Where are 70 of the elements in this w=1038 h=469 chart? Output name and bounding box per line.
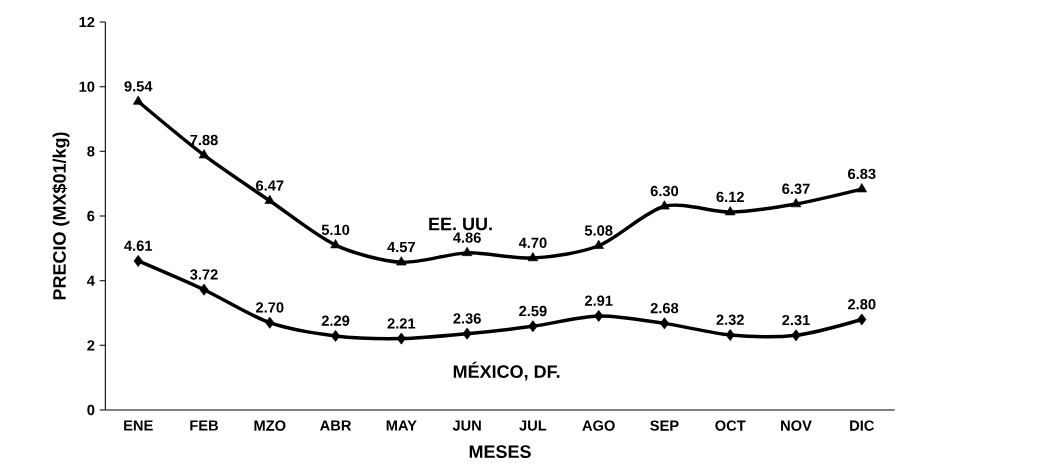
data-label: 2.32	[716, 314, 744, 325]
y-tick-label: 2	[87, 340, 95, 351]
point	[857, 313, 867, 326]
point	[790, 198, 802, 208]
x-axis-title: MESES	[469, 445, 531, 459]
x-tick-label: FEB	[190, 420, 218, 431]
data-label: 3.72	[190, 269, 218, 280]
point	[528, 320, 538, 333]
data-label: 6.30	[650, 185, 679, 197]
point	[791, 329, 801, 342]
series-label: MÉXICO, DF.	[453, 361, 560, 381]
data-label: 9.54	[124, 81, 153, 92]
point	[331, 330, 341, 342]
data-label: 5.10	[321, 224, 350, 236]
x-tick-label: DIC	[850, 420, 874, 431]
x-tick-label: ABR	[320, 420, 352, 431]
data-label: 2.36	[453, 313, 481, 324]
point	[594, 309, 604, 322]
point	[396, 256, 407, 266]
point	[659, 200, 670, 210]
data-label: 4.57	[387, 241, 415, 253]
point	[264, 194, 275, 204]
data-label: 2.21	[387, 318, 416, 329]
point	[133, 95, 144, 105]
y-tick-label: 0	[87, 404, 95, 416]
y-tick-label: 12	[79, 16, 95, 28]
x-tick-label: ENE	[124, 420, 153, 431]
x-tick-label: AGO	[582, 420, 615, 431]
x-tick-label: SEP	[650, 420, 679, 431]
x-tick-label: JUL	[519, 420, 547, 431]
data-label: 7.88	[190, 134, 218, 146]
data-label: 2.70	[256, 302, 284, 313]
x-tick-label: NOV	[781, 420, 812, 431]
point	[330, 239, 341, 249]
point	[856, 183, 867, 193]
data-label: 6.12	[716, 191, 744, 203]
series-label: EE. UU.	[429, 217, 492, 231]
point	[725, 206, 736, 216]
y-tick-label: 10	[79, 81, 95, 92]
x-tick-label: JUN	[452, 420, 481, 431]
point	[198, 149, 210, 159]
x-tick-label: MZO	[254, 420, 286, 431]
point	[265, 316, 275, 329]
data-label: 6.37	[782, 183, 810, 194]
data-label: 2.80	[848, 299, 876, 310]
y-tick-label: 8	[87, 146, 95, 157]
data-label: 5.08	[584, 225, 613, 236]
x-tick-label: OCT	[715, 420, 746, 431]
point	[199, 283, 209, 296]
data-label: 6.47	[256, 180, 284, 191]
point	[133, 255, 143, 267]
data-label: 4.70	[518, 237, 547, 248]
data-label: 2.29	[321, 315, 350, 326]
data-label: 4.61	[124, 240, 153, 251]
data-label: 2.91	[584, 295, 613, 306]
y-axis-title: PRECIO (MX$01/kg)	[52, 132, 70, 300]
data-label: 6.83	[848, 168, 876, 180]
data-label: 2.31	[782, 314, 810, 326]
data-label: 4.86	[453, 232, 481, 243]
point	[725, 329, 735, 341]
data-label: 2.68	[650, 302, 679, 314]
data-label: 2.59	[519, 305, 547, 317]
point	[659, 317, 669, 330]
x-tick-label: MAY	[386, 420, 417, 431]
point	[462, 327, 472, 340]
point	[461, 246, 473, 256]
y-tick-label: 4	[87, 275, 95, 286]
y-tick-label: 6	[87, 210, 95, 222]
point	[527, 252, 539, 262]
point	[593, 239, 604, 249]
